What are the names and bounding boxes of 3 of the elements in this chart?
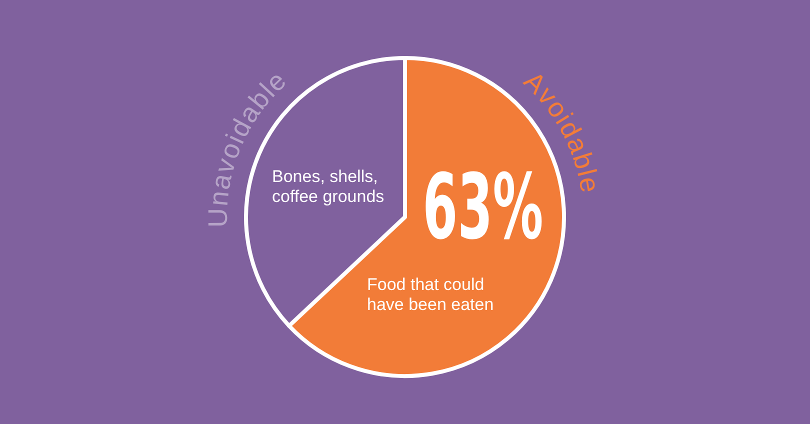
data-label: 63%: [422, 155, 544, 260]
text: Bones, shells, coffee grounds: [272, 167, 386, 207]
text: Food that could have been eaten: [367, 275, 495, 315]
